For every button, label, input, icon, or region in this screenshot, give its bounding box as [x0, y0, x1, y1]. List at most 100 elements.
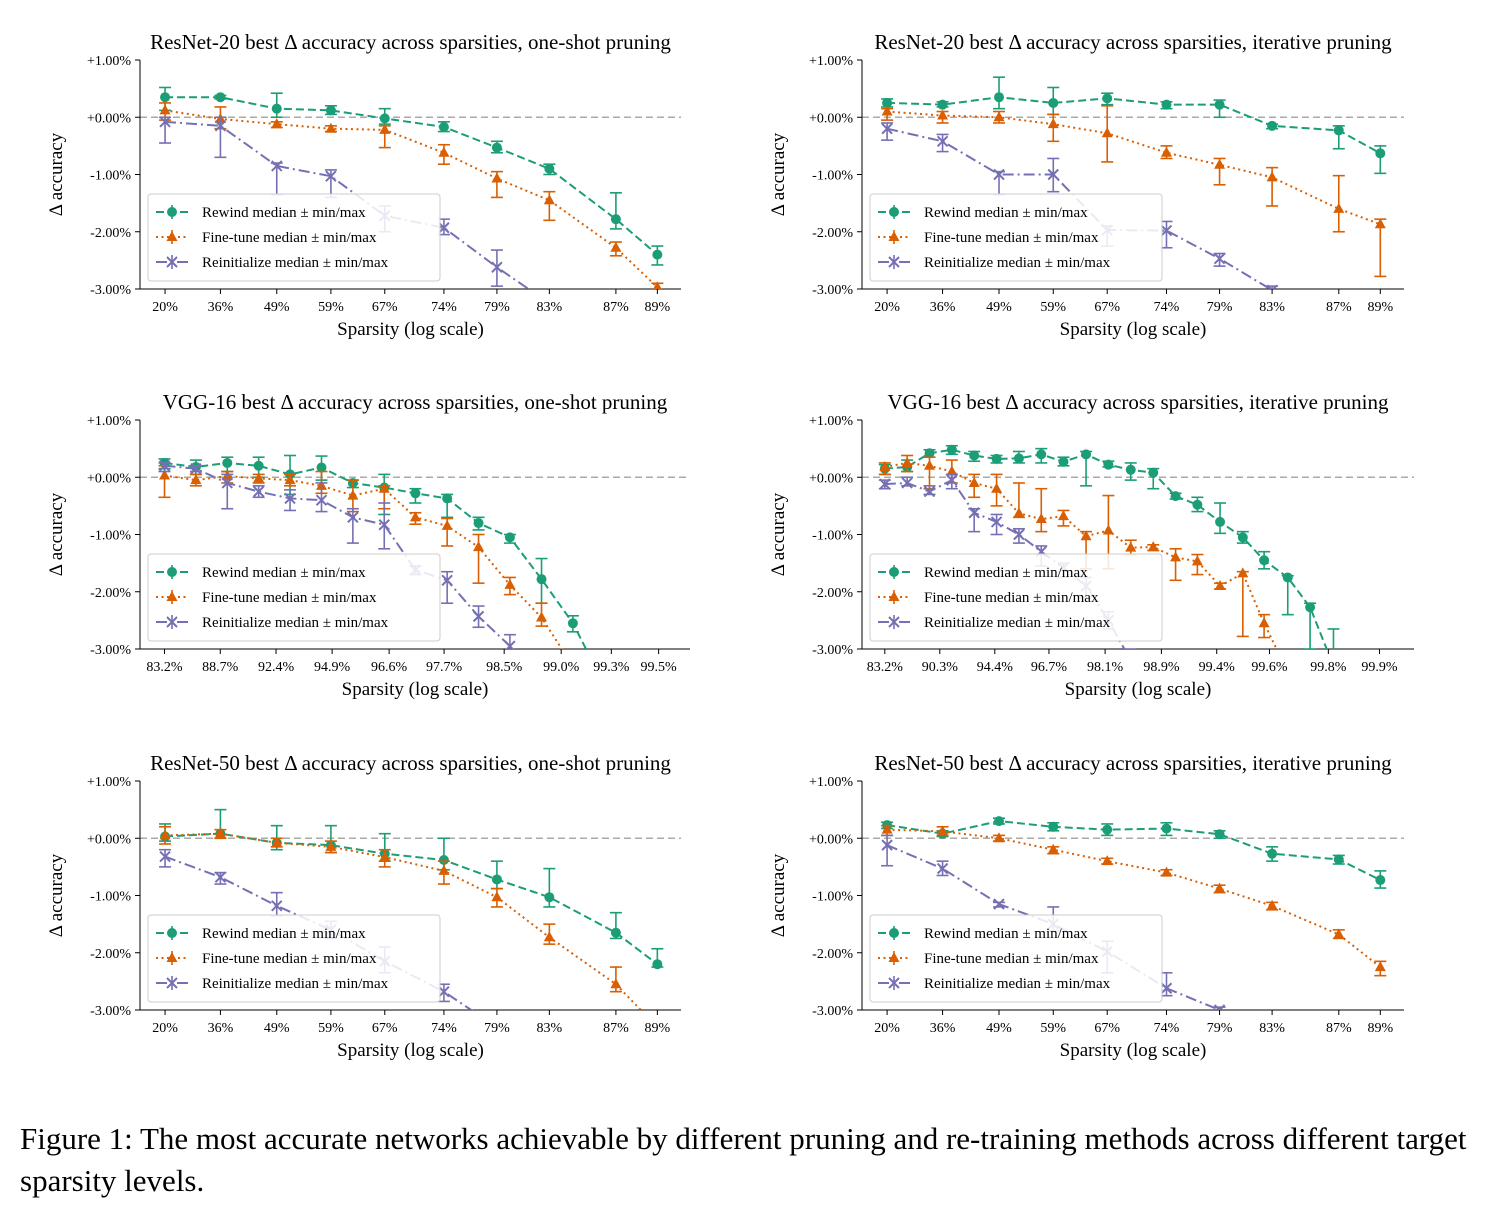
marker: [901, 477, 913, 489]
y-tick-label: -1.00%: [812, 529, 853, 544]
x-axis-label: Sparsity (log scale): [1060, 1040, 1207, 1061]
x-tick-label: 99.3%: [593, 660, 630, 675]
figure: ResNet-20 best Δ accuracy across sparsit…: [46, 30, 1414, 1061]
marker: [1258, 617, 1270, 628]
x-tick-label: 89%: [645, 300, 671, 315]
marker: [888, 977, 900, 989]
marker: [271, 103, 282, 114]
series-line: [165, 96, 659, 256]
marker: [1282, 572, 1293, 583]
marker: [990, 516, 1003, 528]
marker: [1170, 551, 1182, 562]
marker: [1214, 829, 1225, 840]
marker: [253, 460, 264, 471]
marker: [969, 450, 980, 461]
x-tick-label: 67%: [1094, 1021, 1120, 1036]
x-tick-label: 59%: [318, 300, 344, 315]
y-tick-label: -2.00%: [812, 586, 853, 601]
y-tick-label: -2.00%: [90, 947, 131, 962]
x-axis-label: Sparsity (log scale): [337, 319, 484, 340]
marker: [158, 460, 171, 472]
x-tick-label: 99.8%: [1310, 660, 1347, 675]
marker: [881, 839, 893, 851]
x-tick-label: 89%: [1367, 300, 1393, 315]
marker: [438, 855, 449, 866]
marker: [653, 281, 662, 289]
y-tick-label: -3.00%: [812, 1004, 853, 1019]
marker: [1266, 284, 1278, 289]
marker: [1102, 824, 1113, 835]
marker: [215, 92, 226, 103]
marker: [1333, 125, 1344, 136]
marker: [190, 462, 202, 475]
marker: [491, 142, 502, 153]
legend-label: Fine-tune median ± min/max: [924, 951, 1099, 967]
marker: [325, 122, 337, 133]
marker: [567, 618, 578, 629]
marker: [536, 574, 547, 585]
y-tick-label: +1.00%: [87, 54, 131, 69]
marker: [253, 472, 265, 483]
x-tick-label: 79%: [484, 300, 510, 315]
y-tick-label: -3.00%: [90, 283, 131, 298]
marker: [1374, 961, 1386, 972]
marker: [347, 489, 359, 500]
y-tick-label: +0.00%: [809, 471, 853, 486]
legend-label: Reinitialize median ± min/max: [202, 976, 389, 992]
marker: [1036, 449, 1047, 460]
y-axis-label: Δ accuracy: [768, 492, 789, 576]
marker: [543, 931, 555, 942]
y-tick-label: +0.00%: [809, 832, 853, 847]
marker: [1266, 171, 1278, 182]
marker: [994, 816, 1005, 827]
x-tick-label: 87%: [603, 300, 629, 315]
marker: [1333, 928, 1345, 939]
marker: [1048, 821, 1059, 832]
y-tick-label: +0.00%: [87, 111, 131, 126]
x-axis-label: Sparsity (log scale): [1060, 319, 1207, 340]
marker: [1375, 148, 1386, 159]
marker: [347, 511, 359, 524]
x-tick-label: 92.4%: [258, 660, 295, 675]
x-tick-label: 97.7%: [426, 660, 463, 675]
marker: [166, 977, 178, 989]
marker: [544, 892, 555, 903]
marker: [923, 485, 936, 498]
x-tick-label: 20%: [874, 300, 900, 315]
x-tick-label: 36%: [208, 300, 234, 315]
marker: [1160, 982, 1173, 994]
y-tick-label: -3.00%: [90, 1004, 131, 1019]
x-tick-label: 87%: [1326, 300, 1352, 315]
legend-box: [869, 193, 1163, 282]
x-tick-label: 20%: [152, 300, 178, 315]
marker: [993, 898, 1005, 910]
marker: [1047, 168, 1059, 181]
marker: [993, 111, 1005, 122]
y-tick-label: -3.00%: [812, 283, 853, 298]
x-tick-label: 88.7%: [202, 660, 239, 675]
marker: [610, 927, 621, 938]
marker: [991, 453, 1002, 464]
marker: [968, 476, 980, 487]
marker: [1047, 843, 1059, 854]
x-tick-label: 74%: [1154, 1021, 1180, 1036]
marker: [1147, 541, 1159, 552]
x-axis-label: Sparsity (log scale): [342, 679, 489, 700]
x-tick-label: 49%: [264, 1021, 290, 1036]
marker: [946, 465, 958, 476]
x-tick-label: 59%: [1040, 300, 1066, 315]
y-axis-label: Δ accuracy: [46, 132, 67, 216]
series-line: [887, 96, 1381, 155]
series-line: [887, 110, 1381, 226]
marker: [1237, 532, 1248, 543]
marker: [1305, 602, 1316, 613]
marker: [1215, 516, 1226, 527]
marker: [937, 99, 948, 110]
legend-label: Rewind median ± min/max: [202, 205, 366, 221]
x-tick-label: 83%: [1259, 300, 1285, 315]
marker: [1101, 855, 1113, 866]
marker: [166, 256, 178, 268]
x-tick-label: 98.5%: [486, 660, 523, 675]
legend-label: Fine-tune median ± min/max: [924, 590, 1099, 606]
marker: [881, 122, 893, 135]
